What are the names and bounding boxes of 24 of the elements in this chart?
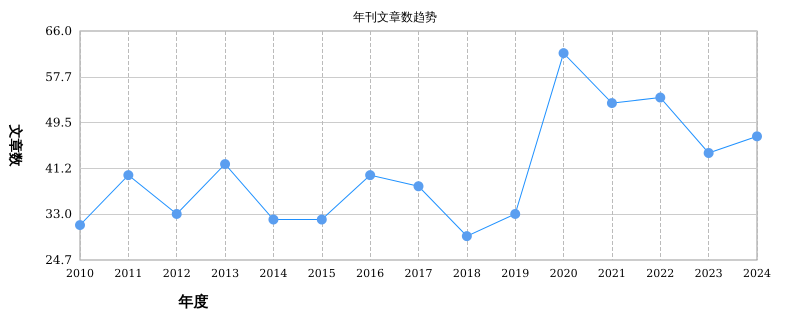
x-tick-label: 2024 bbox=[743, 267, 771, 280]
x-tick-label: 2023 bbox=[694, 267, 723, 280]
x-tick-label: 2012 bbox=[162, 267, 191, 280]
x-tick-label: 2022 bbox=[646, 267, 674, 280]
x-tick-label: 2019 bbox=[501, 267, 530, 280]
y-tick-label: 49.5 bbox=[45, 115, 72, 130]
x-tick-label: 2010 bbox=[66, 267, 94, 280]
x-tick-label: 2014 bbox=[259, 267, 288, 280]
y-axis-title: 文章数 bbox=[7, 124, 24, 168]
x-axis-title: 年度 bbox=[178, 292, 208, 310]
y-tick-label: 24.7 bbox=[45, 253, 72, 267]
x-tick-label: 2015 bbox=[308, 267, 336, 280]
x-tick-label: 2017 bbox=[404, 267, 432, 280]
x-tick-label: 2016 bbox=[356, 267, 384, 280]
x-tick-label: 2011 bbox=[114, 267, 142, 280]
chart-title: 年刊文章数趋势 bbox=[353, 10, 437, 24]
y-tick-label: 33.0 bbox=[45, 206, 72, 221]
y-tick-label: 41.2 bbox=[45, 162, 72, 176]
x-tick-label: 2021 bbox=[598, 267, 626, 280]
x-tick-label: 2020 bbox=[550, 267, 578, 280]
y-tick-label: 57.7 bbox=[45, 70, 72, 84]
x-tick-label: 2018 bbox=[452, 267, 481, 280]
x-tick-label: 2013 bbox=[211, 267, 240, 280]
y-tick-label: 66.0 bbox=[45, 24, 72, 38]
